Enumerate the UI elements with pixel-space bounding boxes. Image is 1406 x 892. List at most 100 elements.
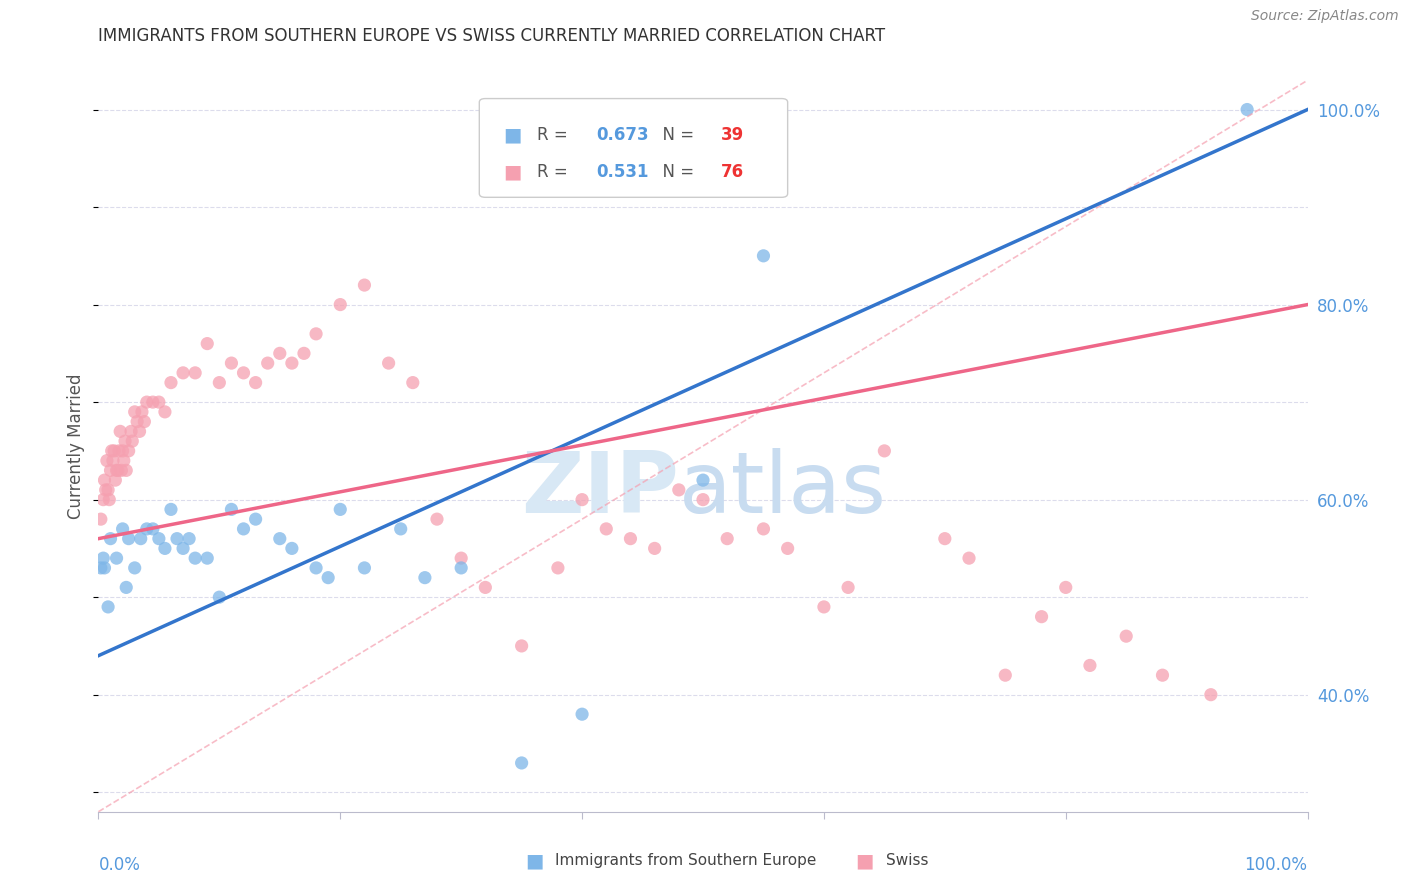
Point [142,522,165,536]
Text: 39: 39 [721,126,744,145]
Point [115,581,138,595]
Point [389,522,412,536]
Point [692,473,714,487]
Point [692,492,714,507]
Point [281,356,304,370]
Point [93,473,115,487]
Point [160,502,183,516]
Point [166,532,188,546]
Point [1054,581,1077,595]
Point [813,599,835,614]
Point [108,425,131,439]
Point [619,532,641,546]
Point [571,492,593,507]
Point [305,326,328,341]
Point [1236,103,1258,117]
Point [716,532,738,546]
Point [115,463,138,477]
Text: Immigrants from Southern Europe: Immigrants from Southern Europe [555,854,817,868]
Point [97,599,120,614]
Point [281,541,304,556]
Point [752,522,775,536]
Point [107,463,129,477]
Text: 76: 76 [721,162,744,181]
Y-axis label: Currently Married: Currently Married [67,373,86,519]
Point [547,561,569,575]
Point [644,541,666,556]
Point [114,434,136,449]
Point [1031,609,1053,624]
Point [148,395,170,409]
Point [474,581,496,595]
Point [184,551,207,566]
Text: atlas: atlas [679,449,887,532]
Point [1152,668,1174,682]
Point [353,278,375,293]
Text: ■: ■ [855,851,875,871]
Point [256,356,278,370]
Point [153,541,176,556]
Point [121,434,143,449]
Point [124,405,146,419]
Point [752,249,775,263]
Point [269,532,291,546]
Point [195,336,218,351]
Text: N =: N = [652,162,700,181]
Text: 0.673: 0.673 [596,126,650,145]
Point [101,453,124,467]
Point [510,639,533,653]
Point [91,551,114,566]
Text: Swiss: Swiss [886,854,928,868]
Point [134,415,156,429]
Point [208,590,231,604]
Point [179,532,201,546]
Point [100,443,122,458]
Point [329,297,352,311]
Point [776,541,799,556]
Text: IMMIGRANTS FROM SOUTHERN EUROPE VS SWISS CURRENTLY MARRIED CORRELATION CHART: IMMIGRANTS FROM SOUTHERN EUROPE VS SWISS… [98,27,886,45]
Text: N =: N = [652,126,700,145]
Point [668,483,690,497]
Point [245,376,267,390]
Point [105,463,128,477]
Point [934,532,956,546]
Text: ■: ■ [503,126,522,145]
Text: 100.0%: 100.0% [1244,855,1308,873]
Point [110,463,132,477]
Point [208,376,231,390]
Point [112,453,135,467]
Point [135,395,157,409]
Text: 0.531: 0.531 [596,162,650,181]
Point [269,346,291,360]
Point [232,366,254,380]
FancyBboxPatch shape [479,99,787,197]
Point [118,443,141,458]
Point [450,551,472,566]
Point [232,522,254,536]
Point [131,405,153,419]
Text: R =: R = [537,162,574,181]
Point [104,473,127,487]
Point [100,532,122,546]
Point [111,443,134,458]
Point [93,561,115,575]
Point [148,532,170,546]
Point [111,522,134,536]
Point [221,502,243,516]
Text: ■: ■ [524,851,544,871]
Point [124,561,146,575]
Point [329,502,352,516]
Point [172,366,194,380]
Point [450,561,472,575]
Point [142,395,165,409]
Point [413,571,436,585]
Point [221,356,243,370]
Point [100,463,122,477]
Point [160,376,183,390]
Point [353,561,375,575]
Point [510,756,533,770]
Point [91,492,114,507]
Point [90,512,112,526]
Point [97,483,120,497]
Point [245,512,267,526]
